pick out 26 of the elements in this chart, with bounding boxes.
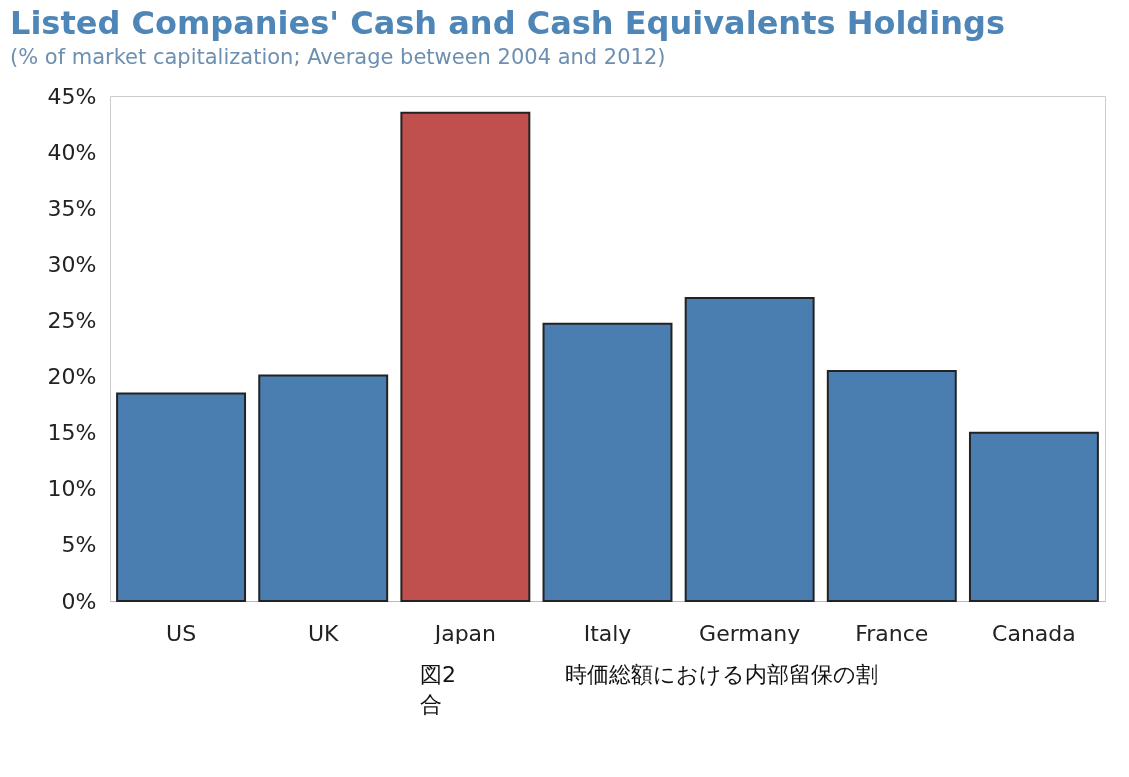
chart-title: Listed Companies' Cash and Cash Equivalents Holdings [10,4,1005,42]
text: 時価総額における内部留保の割 [565,661,878,689]
bar [542,322,673,602]
bar [826,369,957,602]
y-tick-label: 35% [47,195,97,221]
bar [968,431,1099,602]
y-tick-label: 0% [61,588,97,614]
chart-subtitle: (% of market capitalization; Average between 2004 and 2012) [10,45,666,69]
caption: 図2 [420,661,456,689]
bar [684,297,815,602]
y-tick-label: 40% [47,139,97,165]
y-tick-label: 10% [47,476,97,502]
bar [116,392,247,602]
y-tick-label: 20% [47,364,97,390]
bar [258,374,389,602]
y-tick-label: 45% [47,83,97,109]
x-tick-label: Canada [992,620,1076,646]
y-tick-label: 25% [47,307,97,333]
bar [400,111,531,602]
x-tick-label: US [166,620,197,646]
text: 合 [420,691,442,719]
x-tick-label: France [855,620,929,646]
y-tick-label: 30% [47,251,97,277]
x-tick-label: UK [307,620,340,646]
y-tick-label: 15% [47,420,97,446]
y-tick-label: 5% [61,532,97,558]
